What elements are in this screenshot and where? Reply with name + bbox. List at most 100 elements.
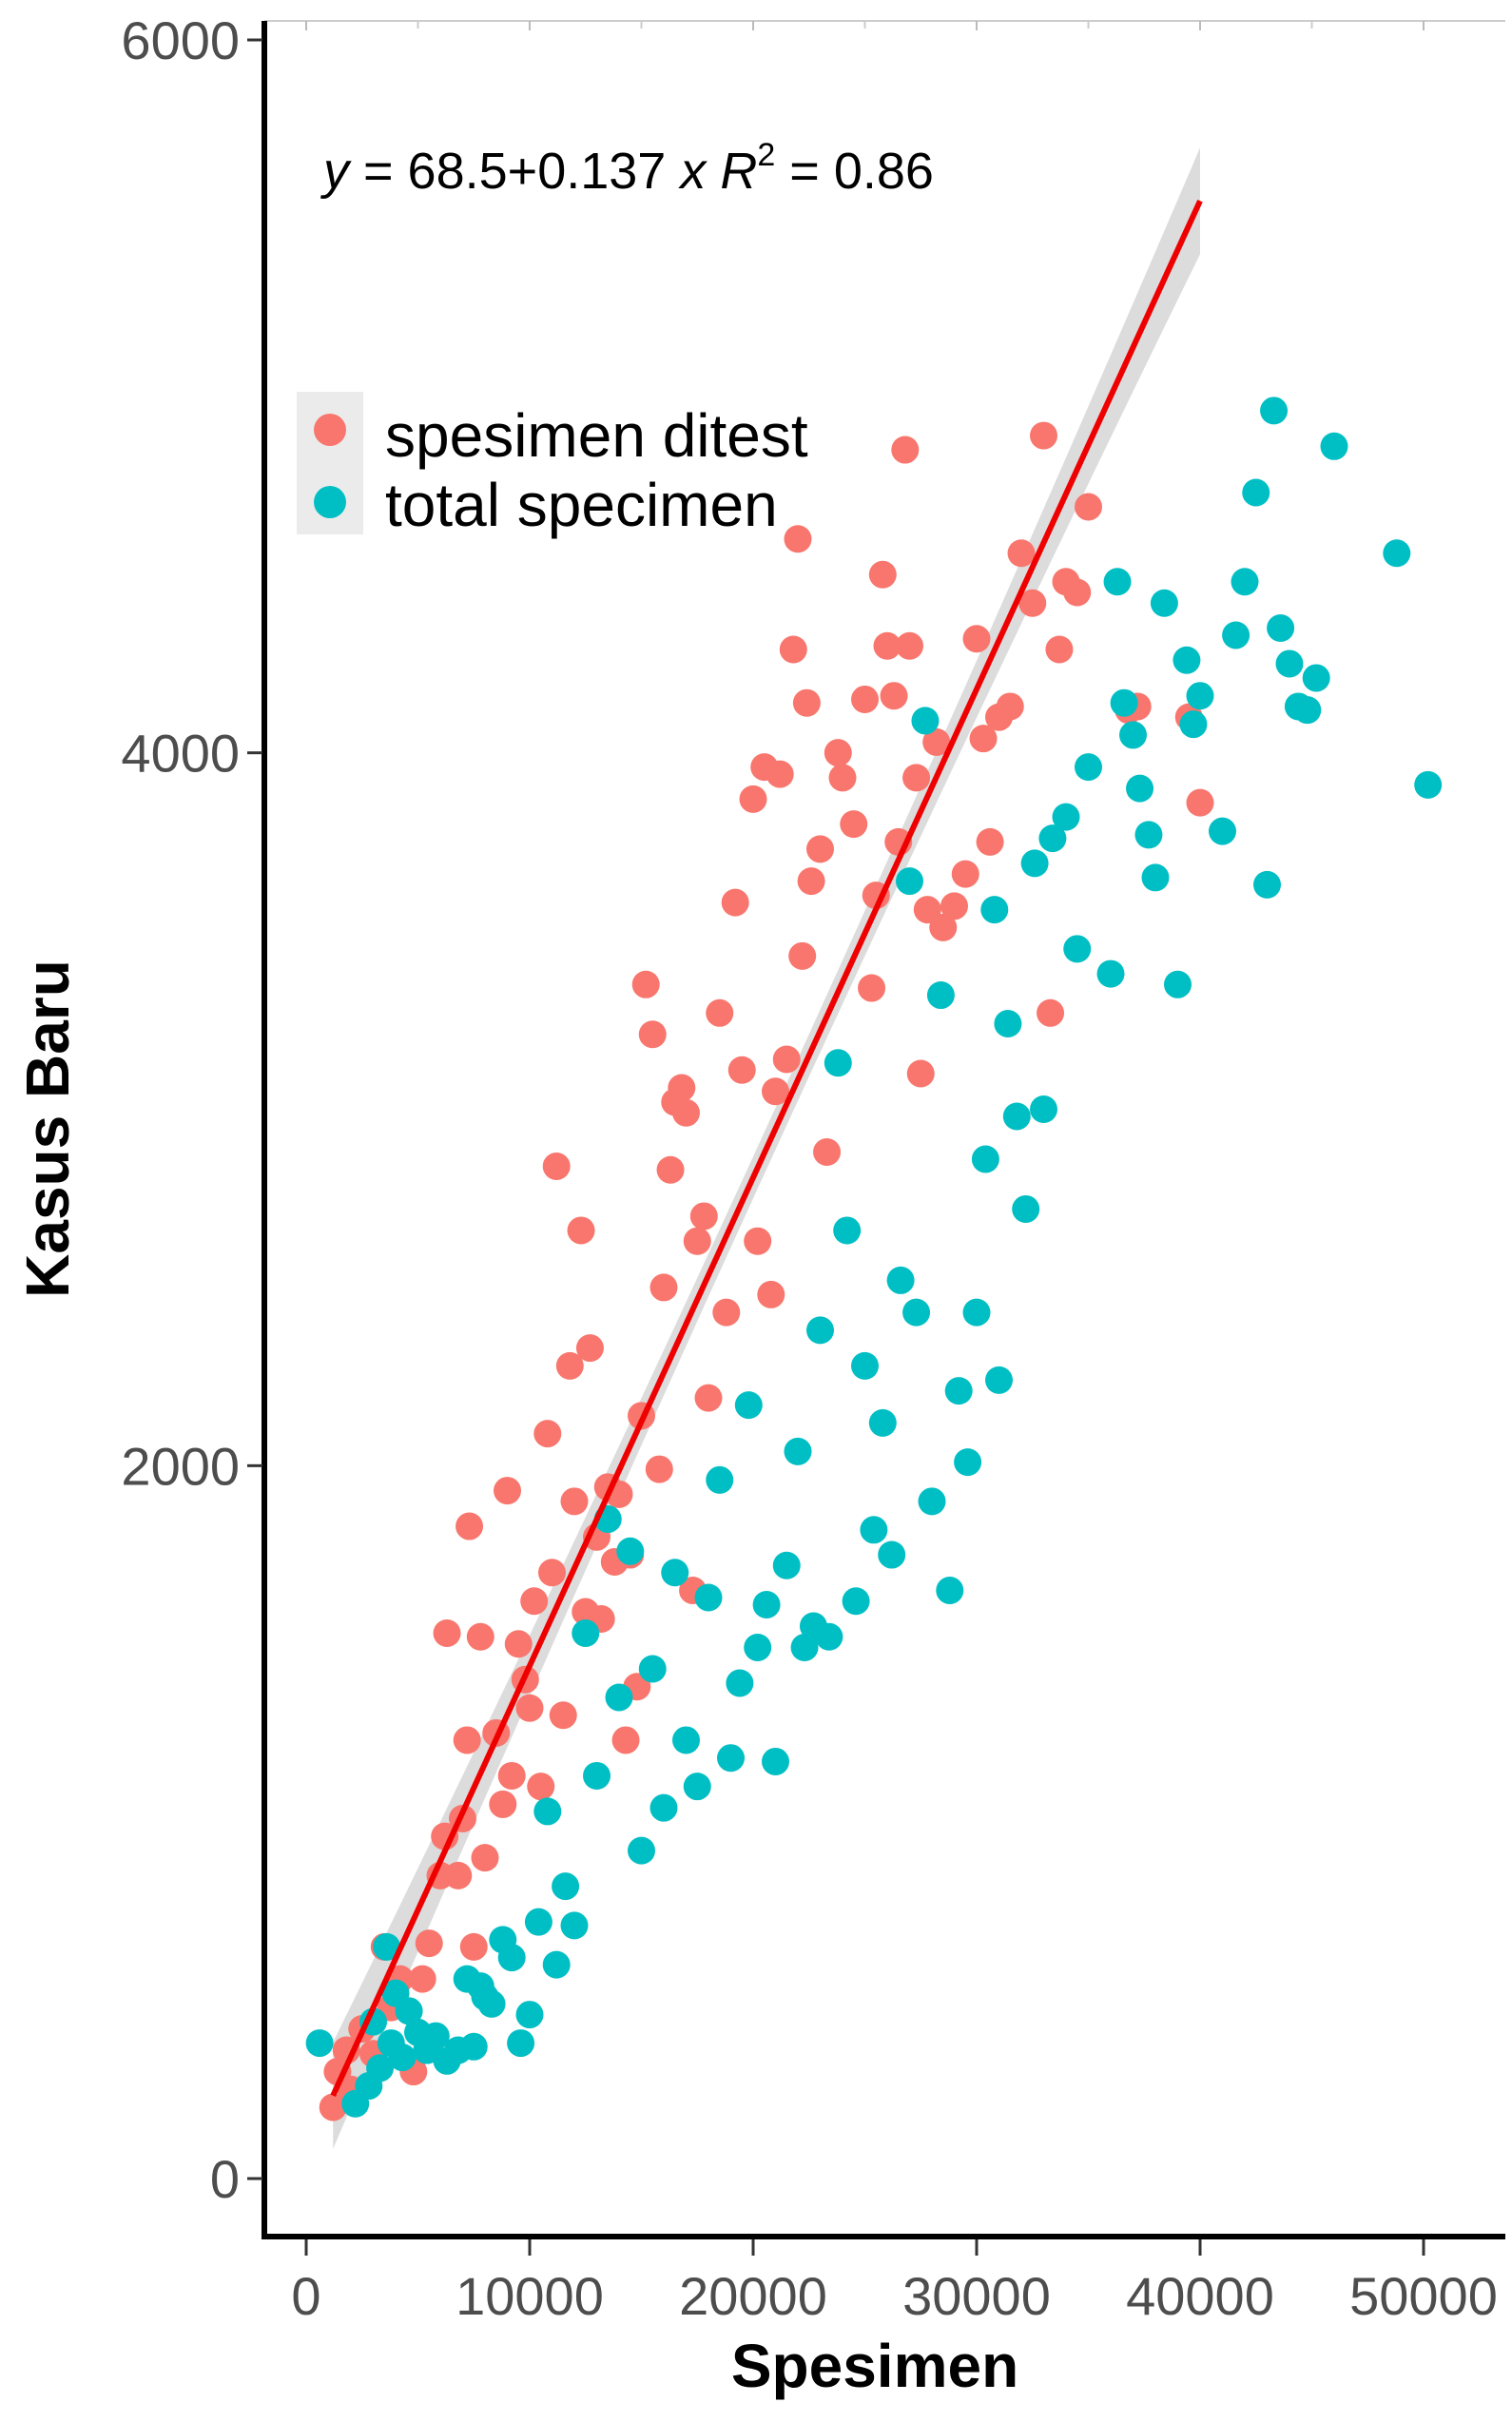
point-s1-50 bbox=[790, 1633, 819, 1661]
point-s1-78 bbox=[1030, 1095, 1057, 1123]
point-s1-45 bbox=[744, 1633, 772, 1661]
point-s1-8 bbox=[388, 2044, 417, 2072]
point-s1-67 bbox=[936, 1577, 964, 1605]
point-s0-50 bbox=[638, 1020, 667, 1049]
point-s1-77 bbox=[1020, 849, 1049, 878]
point-s1-29 bbox=[572, 1619, 600, 1648]
point-s0-51 bbox=[645, 1455, 673, 1483]
point-s1-64 bbox=[911, 707, 940, 735]
point-s0-62 bbox=[712, 1298, 741, 1327]
point-s1-91 bbox=[1164, 970, 1192, 998]
point-s0-90 bbox=[896, 631, 923, 660]
point-s1-36 bbox=[649, 1793, 678, 1822]
point-s0-33 bbox=[542, 1152, 571, 1180]
point-s1-61 bbox=[886, 1266, 915, 1294]
y-tick-label-3: 6000 bbox=[121, 10, 240, 70]
point-s0-103 bbox=[1007, 539, 1036, 568]
point-s0-72 bbox=[779, 635, 807, 664]
point-s0-81 bbox=[840, 810, 868, 839]
point-s1-5 bbox=[373, 1932, 401, 1961]
y-ticks: 0 2000 4000 6000 bbox=[121, 10, 262, 2209]
point-s0-99 bbox=[969, 725, 998, 753]
point-s1-60 bbox=[878, 1540, 906, 1569]
point-s1-19 bbox=[477, 1989, 506, 2018]
point-s0-107 bbox=[1045, 635, 1074, 664]
x-tick-label-5: 50000 bbox=[1349, 2266, 1498, 2326]
point-s1-86 bbox=[1119, 721, 1147, 749]
point-s1-42 bbox=[717, 1744, 745, 1773]
point-s0-94 bbox=[922, 727, 951, 756]
point-s1-41 bbox=[706, 1465, 734, 1494]
point-s1-93 bbox=[1179, 710, 1208, 739]
point-s0-35 bbox=[555, 1351, 584, 1380]
point-s1-80 bbox=[1052, 803, 1080, 831]
point-s0-102 bbox=[996, 692, 1024, 721]
point-s0-86 bbox=[873, 631, 901, 660]
eq-x-var: x bbox=[677, 143, 708, 200]
point-s0-21 bbox=[471, 1844, 499, 1872]
point-s0-49 bbox=[631, 970, 660, 998]
x-tick-label-1: 10000 bbox=[456, 2266, 604, 2326]
point-s1-69 bbox=[954, 1448, 982, 1477]
point-s0-32 bbox=[538, 1559, 566, 1587]
point-s1-34 bbox=[628, 1836, 655, 1865]
x-axis-title: Spesimen bbox=[731, 2332, 1018, 2400]
point-s0-96 bbox=[940, 892, 968, 920]
point-s1-98 bbox=[1242, 478, 1270, 507]
point-s0-61 bbox=[706, 998, 734, 1027]
point-s0-58 bbox=[683, 1227, 711, 1255]
point-s0-100 bbox=[976, 827, 1004, 856]
point-s1-101 bbox=[1267, 613, 1295, 642]
y-tick-label-1: 2000 bbox=[121, 1436, 240, 1496]
eq-r-label: R bbox=[720, 143, 757, 200]
point-s0-15 bbox=[444, 1861, 473, 1889]
point-s0-24 bbox=[494, 1477, 521, 1505]
eq-y-var: y bbox=[320, 143, 352, 200]
point-s1-87 bbox=[1126, 774, 1154, 803]
eq-intercept: 68.5 bbox=[408, 143, 508, 200]
point-s1-40 bbox=[694, 1583, 723, 1612]
x-ticks: 0 10000 20000 30000 40000 50000 bbox=[291, 2239, 1498, 2326]
point-s0-93 bbox=[913, 896, 941, 924]
point-s0-87 bbox=[880, 682, 908, 710]
point-s1-48 bbox=[772, 1551, 801, 1579]
point-s1-28 bbox=[560, 1911, 589, 1940]
eq-slope: 0.137 bbox=[537, 143, 666, 200]
point-s1-74 bbox=[994, 1010, 1022, 1038]
eq-r-value: 0.86 bbox=[834, 143, 934, 200]
point-s1-47 bbox=[762, 1747, 789, 1775]
point-s1-58 bbox=[860, 1516, 888, 1544]
point-s1-53 bbox=[815, 1622, 843, 1651]
legend: spesimen ditest total specimen bbox=[297, 392, 808, 539]
point-s0-70 bbox=[766, 760, 794, 788]
point-s1-63 bbox=[902, 1298, 931, 1327]
point-s0-85 bbox=[868, 560, 897, 589]
point-s0-37 bbox=[567, 1216, 595, 1245]
point-s1-9 bbox=[395, 1997, 423, 2025]
point-s0-53 bbox=[656, 1155, 685, 1184]
y-axis-title: Kasus Baru bbox=[13, 959, 82, 1298]
point-s0-19 bbox=[459, 1932, 488, 1961]
point-s0-52 bbox=[649, 1273, 678, 1302]
point-s0-104 bbox=[1018, 589, 1047, 617]
point-s0-74 bbox=[788, 941, 817, 970]
point-s0-14 bbox=[433, 1619, 461, 1648]
point-s0-71 bbox=[772, 1045, 801, 1074]
point-s1-108 bbox=[1414, 770, 1443, 799]
point-s0-76 bbox=[797, 867, 825, 896]
point-s0-79 bbox=[824, 739, 852, 767]
point-s1-83 bbox=[1096, 959, 1125, 988]
point-s0-31 bbox=[533, 1420, 562, 1448]
point-s1-56 bbox=[842, 1587, 870, 1616]
fit-line-layer bbox=[330, 199, 1203, 2097]
point-s0-114 bbox=[1186, 788, 1214, 817]
y-tick-label-0: 0 bbox=[210, 2149, 240, 2209]
point-s0-105 bbox=[1030, 421, 1057, 450]
point-s1-79 bbox=[1038, 824, 1067, 853]
top-tick-marks bbox=[305, 21, 1425, 30]
point-s0-26 bbox=[504, 1630, 533, 1658]
point-s0-30 bbox=[527, 1773, 555, 1801]
point-s1-106 bbox=[1320, 432, 1348, 460]
x-tick-label-2: 20000 bbox=[679, 2266, 827, 2326]
